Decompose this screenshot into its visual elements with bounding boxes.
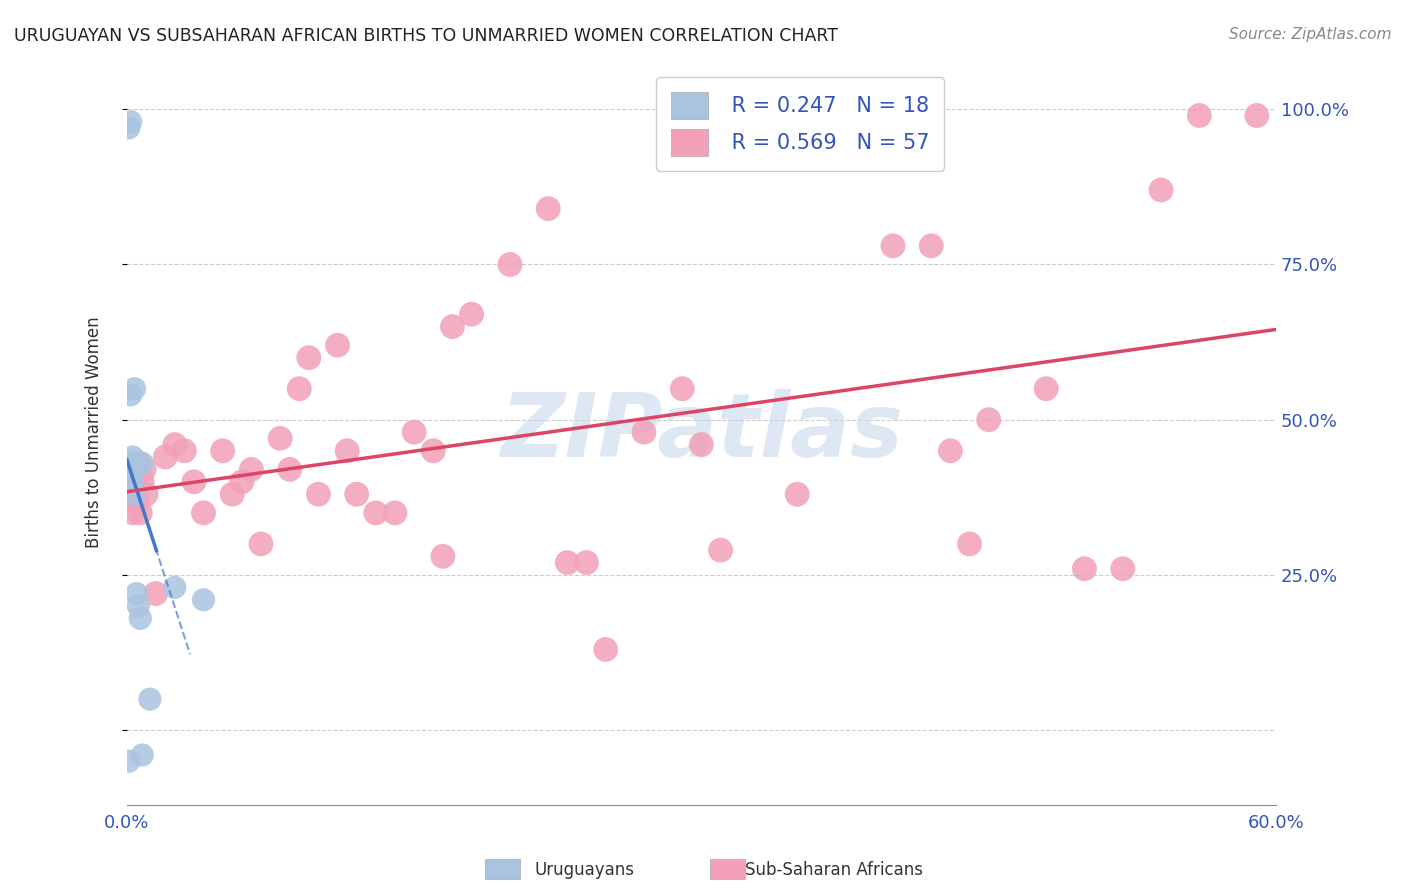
Point [120, 114, 142, 128]
Point [557, 556, 579, 570]
Point [364, 506, 387, 520]
Point [139, 692, 162, 706]
Legend:  R = 0.247   N = 18,  R = 0.569   N = 57: R = 0.247 N = 18, R = 0.569 N = 57 [657, 78, 943, 170]
Point [269, 431, 291, 445]
Point [920, 239, 942, 253]
Point [131, 456, 153, 470]
Point [404, 425, 426, 439]
Point [134, 462, 156, 476]
Point [307, 487, 329, 501]
Point [120, 388, 142, 402]
Point [336, 443, 359, 458]
Point [124, 487, 146, 501]
Point [131, 747, 153, 762]
Point [127, 599, 149, 613]
Text: ZIPatlas: ZIPatlas [501, 389, 903, 475]
Point [537, 202, 560, 216]
Point [288, 382, 311, 396]
Point [384, 506, 406, 520]
Point [145, 586, 167, 600]
Point [278, 462, 301, 476]
Point [163, 580, 186, 594]
Point [121, 456, 143, 470]
Point [125, 586, 148, 600]
Point [575, 556, 598, 570]
Point [1246, 108, 1268, 122]
Point [173, 443, 195, 458]
Point [882, 239, 904, 253]
Point [1188, 108, 1211, 122]
Point [298, 351, 321, 365]
Point [786, 487, 808, 501]
Y-axis label: Births to Unmarried Women: Births to Unmarried Women [86, 317, 103, 548]
Text: Sub-Saharan Africans: Sub-Saharan Africans [745, 861, 924, 879]
Point [441, 319, 464, 334]
Point [120, 487, 142, 501]
Point [1150, 183, 1173, 197]
Point [135, 487, 157, 501]
Point [595, 642, 617, 657]
Point [121, 450, 143, 464]
Point [121, 475, 143, 489]
Point [231, 475, 253, 489]
Point [432, 549, 454, 564]
Point [127, 456, 149, 470]
Text: Source: ZipAtlas.com: Source: ZipAtlas.com [1229, 27, 1392, 42]
Point [163, 437, 186, 451]
Point [939, 443, 962, 458]
Point [346, 487, 368, 501]
Point [183, 475, 205, 489]
Text: Uruguayans: Uruguayans [534, 861, 634, 879]
Point [129, 611, 152, 625]
Point [129, 506, 152, 520]
Point [131, 475, 153, 489]
Point [155, 450, 177, 464]
Text: URUGUAYAN VS SUBSAHARAN AFRICAN BIRTHS TO UNMARRIED WOMEN CORRELATION CHART: URUGUAYAN VS SUBSAHARAN AFRICAN BIRTHS T… [14, 27, 838, 45]
Point [977, 413, 1000, 427]
Point [118, 754, 141, 768]
Point [326, 338, 349, 352]
Point [1035, 382, 1057, 396]
Point [710, 543, 733, 558]
Point [633, 425, 655, 439]
Point [671, 382, 693, 396]
Point [221, 487, 243, 501]
Point [1112, 562, 1135, 576]
Point [240, 462, 263, 476]
Point [460, 307, 482, 321]
Point [121, 462, 143, 476]
Point [193, 506, 215, 520]
Point [124, 382, 146, 396]
Point [118, 462, 141, 476]
Point [121, 506, 143, 520]
Point [690, 437, 713, 451]
Point [124, 475, 146, 489]
Point [250, 537, 273, 551]
Point [1073, 562, 1095, 576]
Point [422, 443, 444, 458]
Point [118, 120, 141, 135]
Point [211, 443, 233, 458]
Point [193, 592, 215, 607]
Point [959, 537, 981, 551]
Point [125, 493, 148, 508]
Point [499, 258, 522, 272]
